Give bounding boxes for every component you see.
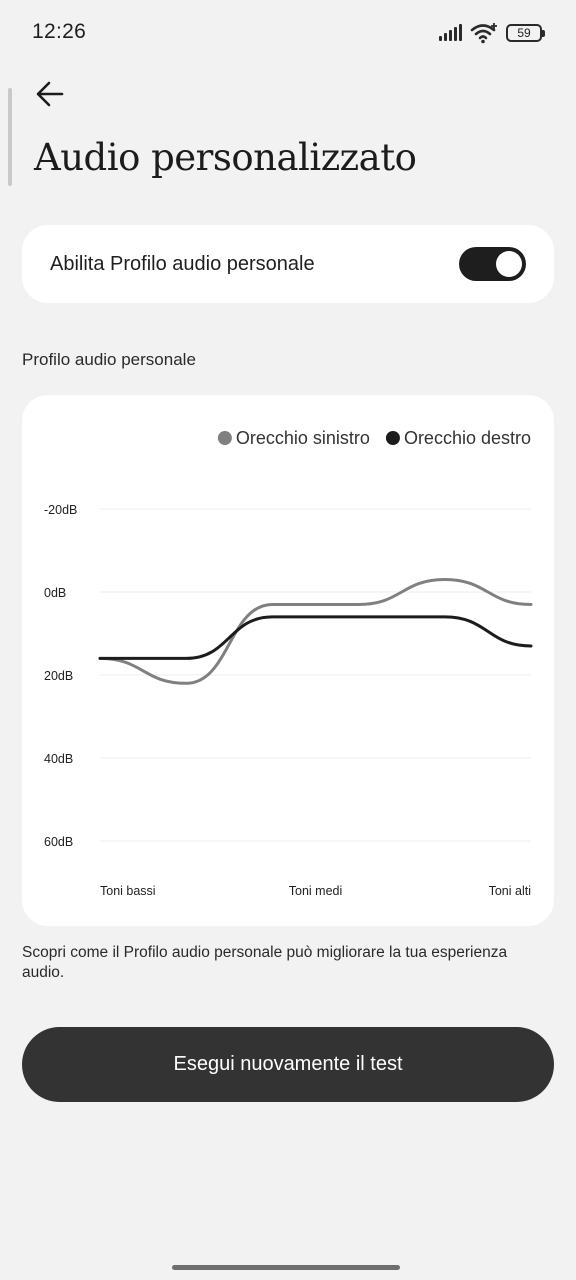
chart-canvas: -20dB 0dB 20dB 40dB 60dB Toni bassi Toni medi T… [44, 428, 533, 898]
info-text: Scopri come il Profilo audio personale p… [22, 944, 508, 981]
status-bar: 12:26 59 [0, 0, 576, 68]
y-tick-label: 20dB [44, 669, 73, 683]
retest-button[interactable]: Esegui nuovamente il test [22, 1027, 554, 1102]
retest-button-label: Esegui nuovamente il test [173, 1053, 403, 1075]
battery-icon: 59 [506, 24, 545, 42]
audio-profile-chart: -20dB 0dB 20dB 40dB 60dB Toni bassi Toni medi T… [22, 395, 554, 926]
toggle-label: Abilita Profilo audio personale [50, 252, 315, 275]
x-tick-label: Toni alti [489, 884, 531, 898]
arrow-left-icon [36, 81, 64, 107]
series-line [98, 578, 533, 685]
page-title: Audio personalizzato [34, 136, 417, 179]
legend-label: Orecchio destro [404, 428, 531, 448]
y-tick-label: -20dB [44, 503, 77, 517]
section-label: Profilo audio personale [22, 350, 196, 369]
x-tick-label: Toni medi [289, 884, 343, 898]
switch-knob [496, 251, 522, 277]
scroll-indicator [8, 88, 12, 186]
legend-label: Orecchio sinistro [236, 428, 370, 448]
y-tick-label: 0dB [44, 586, 66, 600]
battery-level: 59 [517, 26, 531, 40]
y-tick-label: 40dB [44, 752, 73, 766]
personal-audio-switch[interactable] [459, 247, 526, 281]
status-time: 12:26 [32, 20, 87, 43]
home-indicator[interactable] [172, 1265, 400, 1270]
back-button[interactable] [30, 74, 70, 114]
system-icons: 59 [439, 22, 545, 44]
series-line [98, 615, 533, 660]
cellular-signal-icon [439, 24, 462, 41]
legend-marker [217, 431, 232, 445]
personal-audio-toggle-row[interactable]: Abilita Profilo audio personale [22, 225, 554, 303]
y-tick-label: 60dB [44, 835, 73, 849]
x-tick-label: Toni bassi [100, 884, 156, 898]
wifi-icon [470, 23, 497, 44]
legend-marker [385, 431, 400, 445]
